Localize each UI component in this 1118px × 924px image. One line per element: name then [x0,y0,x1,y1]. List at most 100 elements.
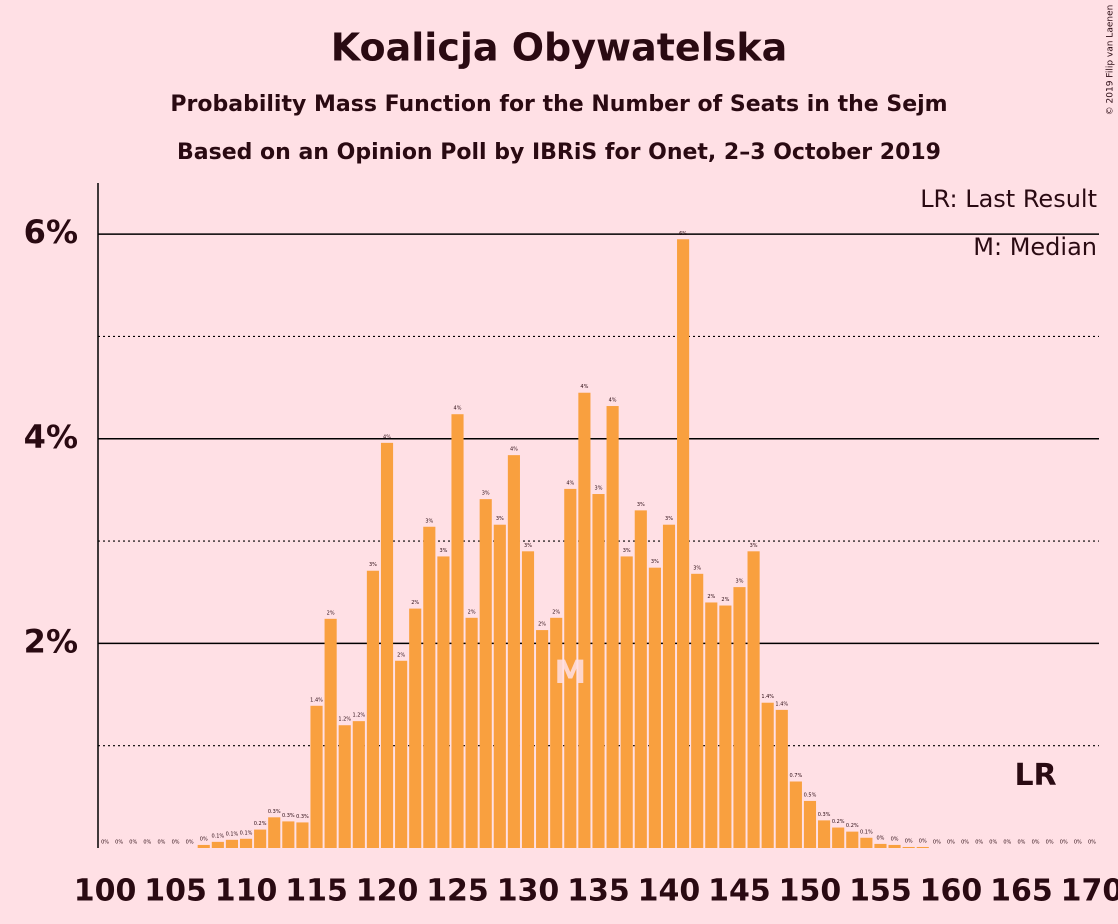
value-label: 0% [989,840,997,846]
value-label: 0% [186,840,194,846]
value-label: 0% [172,840,180,846]
value-label: 2% [327,610,335,616]
y-tick-label: 4% [24,418,78,456]
x-tick-label: 140 [638,874,701,909]
bar [803,800,817,848]
bar [268,817,281,848]
value-label: 0.2% [254,821,267,827]
value-label: 0.2% [846,823,859,829]
value-label: 0% [877,835,885,841]
x-tick-label: 130 [497,874,560,909]
bar [564,488,577,848]
value-label: 3% [693,565,701,571]
bar [282,821,295,848]
bar [324,618,337,848]
bar [380,442,394,848]
legend-entry: LR: Last Result [920,185,1097,213]
bar [846,831,859,848]
value-label: 0% [1046,840,1054,846]
x-tick-label: 145 [708,874,771,909]
value-label: 4% [566,480,574,486]
value-label: 0% [200,836,208,842]
value-label: 2% [538,622,546,628]
chart-subtitle: Based on an Opinion Poll by IBRiS for On… [177,140,941,165]
bar [578,392,591,848]
legend-entry: M: Median [973,233,1097,261]
value-label: 4% [454,406,462,412]
bar [366,570,379,848]
bar [832,827,845,848]
value-label: 3% [750,543,758,549]
value-label: 1.2% [338,717,351,723]
value-label: 3% [482,491,490,497]
bar [423,526,436,848]
x-tick-label: 105 [144,874,207,909]
bar [254,829,267,848]
value-label: 0.3% [818,812,831,818]
value-label: 0% [947,840,955,846]
bar [860,837,873,848]
chart-title: Koalicja Obywatelska [331,26,788,70]
bar [296,822,309,848]
value-label: 3% [651,559,659,565]
x-tick-label: 110 [215,874,278,909]
value-label: 0.5% [804,792,817,798]
value-label: 0.1% [226,831,239,837]
value-label: 0% [1003,840,1011,846]
chart-subtitle: Probability Mass Function for the Number… [170,92,947,117]
value-label: 0% [129,840,137,846]
value-label: 0% [1032,840,1040,846]
bar [648,567,661,848]
value-label: 3% [439,548,447,554]
x-tick-label: 135 [567,874,630,909]
value-label: 0.3% [296,814,309,820]
bar [705,602,718,848]
bar [761,702,774,848]
value-label: 0.3% [282,813,295,819]
bar [352,721,365,848]
value-label: 3% [524,543,532,549]
x-tick-label: 170 [1061,874,1118,909]
copyright: © 2019 Filip van Laenen [1106,5,1116,116]
value-label: 0% [143,840,151,846]
value-label: 0% [961,840,969,846]
value-label: 0% [157,840,165,846]
value-label: 3% [665,516,673,522]
value-label: 3% [425,518,433,524]
value-label: 0% [1060,840,1068,846]
bar [592,494,605,848]
bar [733,587,746,848]
value-label: 3% [496,516,504,522]
value-label: 0% [919,838,927,844]
value-label: 1.4% [761,694,774,700]
bar [620,556,633,848]
bar [550,617,563,848]
bar [888,844,901,848]
x-tick-label: 120 [356,874,419,909]
y-tick-label: 2% [24,622,78,660]
bar [536,630,549,848]
bar [691,573,704,848]
value-label: 0.1% [211,833,224,839]
value-label: 2% [552,609,560,615]
bar [634,510,647,848]
value-label: 4% [609,398,617,404]
value-label: 2% [707,594,715,600]
bar [719,605,732,848]
value-label: 0% [933,840,941,846]
bar [507,455,520,848]
y-tick-label: 6% [24,213,78,251]
value-label: 0.3% [268,809,281,815]
bar [493,524,506,848]
value-label: 0.7% [790,773,803,779]
value-label: 3% [595,486,603,492]
bar [395,660,408,848]
value-label: 0% [891,836,899,842]
value-label: 0.1% [240,830,253,836]
bar [211,841,224,848]
value-label: 0% [1088,840,1096,846]
value-label: 3% [637,502,645,508]
bar [606,406,619,848]
value-label: 0% [905,838,913,844]
